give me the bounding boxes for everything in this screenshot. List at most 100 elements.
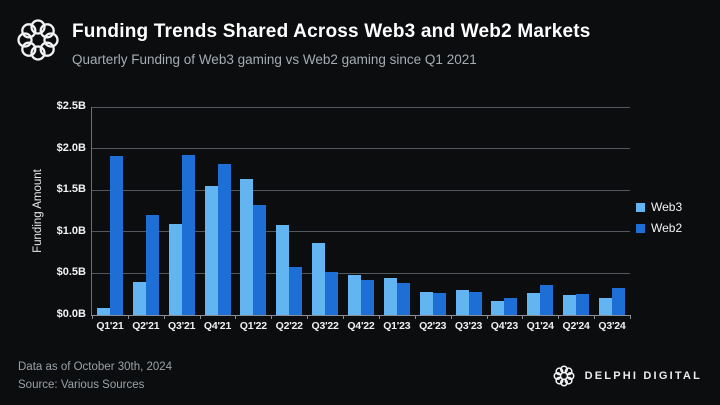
bar-web3-Q2'21 — [132, 281, 146, 315]
bar-web2-Q1'21 — [109, 156, 123, 315]
bar-web3-Q2'24 — [563, 295, 577, 315]
source-text: Source: Various Sources — [18, 379, 145, 391]
x-axis-tick — [127, 315, 129, 319]
x-axis-line — [91, 315, 630, 316]
brand-lockup: DELPHI DIGITAL — [552, 364, 702, 388]
bar-group-Q3'22 — [307, 107, 343, 315]
data-as-of-text: Data as of October 30th, 2024 — [18, 361, 173, 373]
legend-swatch-web2 — [636, 223, 645, 233]
x-tick-label: Q2'24 — [562, 320, 590, 332]
delphi-logo-icon — [553, 365, 575, 387]
bar-web2-Q2'24 — [576, 294, 590, 315]
gridline — [92, 148, 630, 150]
y-tick-label: $2.5B — [56, 100, 86, 112]
brand-name: DELPHI DIGITAL — [584, 370, 702, 382]
bar-web3-Q1'24 — [527, 292, 541, 315]
bar-web2-Q3'21 — [181, 155, 195, 315]
gridline — [92, 189, 630, 191]
x-tick-label: Q3'24 — [598, 320, 626, 332]
bar-web2-Q1'23 — [396, 282, 410, 315]
bar-group-Q4'22 — [343, 107, 379, 315]
y-tick-label: $2.0B — [56, 141, 86, 154]
x-axis-tick — [235, 315, 237, 319]
x-tick-label: Q2'21 — [132, 320, 160, 332]
x-tick-label: Q1'23 — [383, 320, 411, 332]
legend-item-web3: Web3 — [636, 200, 682, 214]
x-tick-label: Q3'23 — [454, 320, 483, 332]
gridline — [92, 231, 630, 233]
plot-area — [91, 106, 631, 319]
gridline — [92, 106, 630, 108]
bar-group-Q2'23 — [415, 107, 451, 315]
x-axis-tick — [486, 315, 488, 319]
bar-group-Q2'21 — [128, 107, 164, 315]
legend-label-web2: Web2 — [651, 221, 683, 235]
y-axis-title: Funding Amount — [32, 169, 44, 253]
bar-web3-Q4'22 — [347, 275, 361, 315]
x-axis-tick — [522, 315, 524, 319]
legend: Web3 Web2 — [636, 200, 682, 242]
x-axis-tick — [199, 315, 201, 319]
bar-web2-Q3'23 — [468, 291, 482, 315]
bar-group-Q1'23 — [379, 107, 415, 315]
x-tick-label: Q2'23 — [419, 320, 447, 332]
bar-web2-Q2'21 — [145, 215, 159, 315]
y-tick-label: $0.5B — [56, 266, 86, 279]
x-axis-tick — [450, 315, 452, 319]
bar-web3-Q4'21 — [204, 186, 218, 315]
bar-web3-Q1'21 — [96, 308, 110, 315]
bar-group-Q3'23 — [451, 107, 487, 315]
delphi-logo-icon — [17, 19, 59, 61]
gridline — [92, 272, 630, 274]
x-axis-tick — [630, 315, 631, 319]
x-tick-label: Q2'22 — [275, 320, 303, 332]
page-subtitle: Quarterly Funding of Web3 gaming vs Web2… — [72, 52, 477, 67]
bar-web3-Q2'22 — [276, 225, 290, 315]
x-axis-tick — [558, 315, 560, 319]
bar-web2-Q4'22 — [360, 280, 374, 315]
y-tick-label: $1.5B — [56, 183, 86, 196]
y-tick-label: $0.0B — [56, 308, 86, 320]
x-axis-tick — [271, 315, 273, 319]
x-axis-tick — [414, 315, 416, 319]
bar-group-Q1'24 — [522, 107, 558, 315]
x-tick-label: Q4'21 — [203, 320, 232, 332]
bar-web2-Q3'24 — [611, 287, 625, 315]
bar-web2-Q2'23 — [432, 292, 446, 315]
bar-web2-Q4'21 — [217, 163, 231, 315]
bar-group-Q4'21 — [200, 107, 236, 315]
x-tick-label: Q3'21 — [168, 320, 196, 332]
legend-label-web3: Web3 — [651, 200, 683, 214]
x-axis-tick — [163, 315, 165, 319]
legend-item-web2: Web2 — [636, 221, 682, 235]
bar-group-Q4'23 — [486, 107, 522, 315]
x-axis-tick — [307, 315, 309, 319]
bar-web3-Q3'21 — [168, 224, 182, 315]
legend-swatch-web3 — [636, 202, 645, 212]
x-tick-label: Q1'21 — [96, 320, 124, 332]
x-axis-tick — [594, 315, 596, 319]
bar-web3-Q1'22 — [240, 179, 254, 315]
x-axis-tick — [378, 315, 380, 319]
x-axis-labels: Q1'21 Q2'21 Q3'21 Q4'21 Q1'22 Q2'22 Q3'22 Q4'22… — [92, 320, 630, 332]
bar-web3-Q2'23 — [419, 291, 433, 315]
page-title: Funding Trends Shared Across Web3 and We… — [72, 21, 591, 42]
bar-web2-Q1'22 — [253, 205, 267, 315]
bar-group-Q2'24 — [558, 107, 594, 315]
x-tick-label: Q3'22 — [311, 320, 339, 332]
bar-group-Q2'22 — [271, 107, 307, 315]
bar-web2-Q2'22 — [289, 266, 303, 315]
bars — [92, 107, 630, 315]
x-axis-tick — [343, 315, 345, 319]
x-tick-label: Q4'23 — [490, 320, 518, 332]
bar-web3-Q1'23 — [383, 277, 397, 315]
x-axis-tick — [92, 315, 93, 319]
y-tick-label: $1.0B — [56, 224, 86, 237]
bar-web2-Q4'23 — [504, 298, 518, 315]
bar-group-Q1'21 — [92, 107, 128, 315]
footer-notes: Data as of October 30th, 2024 Source: Va… — [18, 358, 172, 394]
bar-group-Q3'21 — [164, 107, 200, 315]
y-axis-line — [91, 107, 92, 316]
bar-web2-Q3'22 — [325, 271, 339, 315]
